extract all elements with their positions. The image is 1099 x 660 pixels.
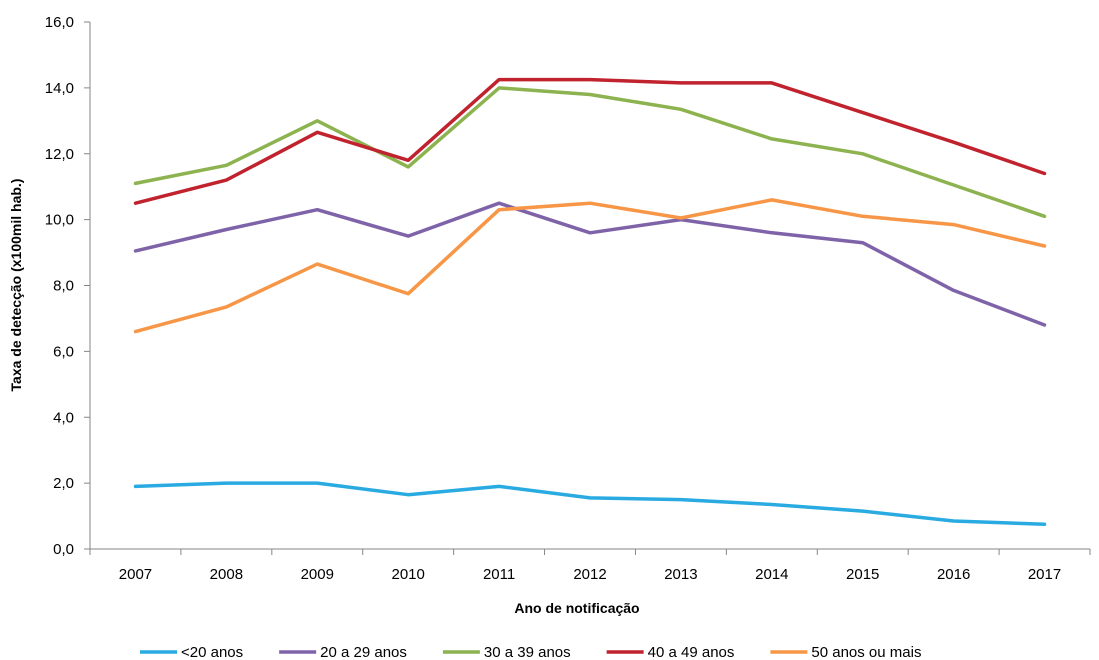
legend-label: 40 a 49 anos — [648, 644, 735, 660]
x-tick-label: 2015 — [846, 566, 879, 583]
x-tick-label: 2012 — [573, 566, 606, 583]
y-tick-label: 12,0 — [45, 146, 74, 163]
x-tick-label: 2010 — [391, 566, 424, 583]
x-tick-label: 2007 — [119, 566, 152, 583]
y-tick-label: 8,0 — [53, 278, 74, 295]
legend-label: <20 anos — [181, 644, 243, 660]
legend-label: 30 a 39 anos — [484, 644, 571, 660]
y-tick-label: 10,0 — [45, 212, 74, 229]
x-tick-label: 2016 — [937, 566, 970, 583]
series-line — [133, 481, 1047, 527]
x-tick-label: 2014 — [755, 566, 788, 583]
y-tick-label: 4,0 — [53, 409, 74, 426]
x-tick-label: 2011 — [483, 566, 515, 583]
legend: <20 anos 20 a 29 anos 30 a 39 anos 40 a 49 … — [140, 644, 921, 660]
series-lines — [133, 77, 1047, 527]
series-line — [133, 86, 1047, 219]
x-axis: 2007 2008 2009 2010 2011 2012 2013 2014 2015 2016… — [89, 548, 1091, 583]
x-tick-label: 2013 — [664, 566, 697, 583]
legend-label: 50 anos ou mais — [811, 644, 921, 660]
y-axis-title: Taxa de detecção (x100mil hab.) — [8, 179, 24, 392]
series-line — [133, 201, 1047, 327]
series-line — [133, 198, 1047, 334]
x-tick-label: 2009 — [301, 566, 334, 583]
x-tick-label: 2008 — [210, 566, 243, 583]
series-line — [133, 77, 1047, 205]
y-tick-label: 2,0 — [53, 475, 74, 492]
x-tick-label: 2017 — [1028, 566, 1061, 583]
y-tick-label: 16,0 — [45, 14, 74, 31]
legend-label: 20 a 29 anos — [320, 644, 407, 660]
y-tick-label: 0,0 — [53, 541, 74, 558]
y-tick-label: 6,0 — [53, 343, 74, 360]
y-tick-label: 14,0 — [45, 80, 74, 97]
x-axis-title: Ano de notificação — [514, 600, 639, 616]
y-axis: 0,0 2,0 4,0 6,0 8,0 10,0 12,0 14,0 16,0 — [45, 14, 91, 558]
